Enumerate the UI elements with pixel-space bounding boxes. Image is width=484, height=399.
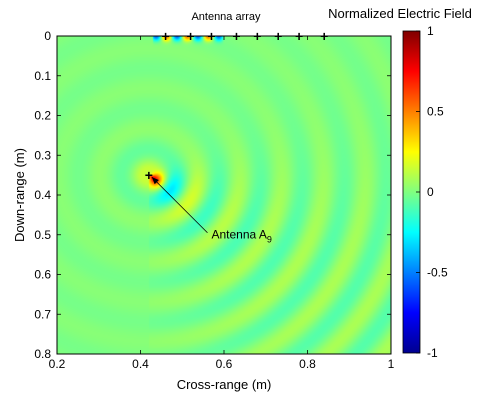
colorbar-tick-label: 0: [427, 185, 434, 199]
y-axis: 0 0.1 0.2 0.3 0.4 0.5 0.6 0.7 0.8: [34, 29, 391, 361]
colorbar-tick-label: -0.5: [427, 266, 448, 280]
heatmap-field: [57, 36, 391, 354]
x-tick-label: 0.4: [132, 357, 149, 371]
x-tick-label: 0.8: [299, 357, 316, 371]
colorbar-title: Normalized Electric Field: [328, 6, 472, 21]
x-axis: 0.2 0.4 0.6 0.8 1: [49, 36, 395, 371]
x-tick-label: 0.2: [49, 357, 66, 371]
y-tick-label: 0.4: [34, 188, 51, 202]
plot-area: 0.2 0.4 0.6 0.8 1 00.10.20.30.40.50.60.70.8 …: [34, 11, 394, 371]
antenna-element-marker: +: [274, 28, 282, 44]
annotation-arrowhead: [151, 177, 159, 185]
x-tick-label: 0.6: [216, 357, 233, 371]
colorbar: Normalized Electric Field 1 0.5 0 -0.5 -1: [328, 6, 472, 360]
y-axis-label: Down-range (m): [12, 148, 27, 242]
x-tick-label: 1: [388, 357, 395, 371]
y-tick-label: 0.8: [34, 347, 51, 361]
colorbar-tick-label: 1: [427, 24, 434, 38]
annotation-label-text: Antenna A: [211, 228, 266, 242]
source-marker: +: [145, 167, 153, 183]
antenna-element-marker: +: [253, 28, 261, 44]
y-tick-label: 0.3: [34, 148, 51, 162]
y-tick-label: 0.5: [34, 228, 51, 242]
y-tick-label: 0.7: [34, 307, 51, 321]
y-tick-label: 0.1: [34, 69, 51, 83]
antenna-element-marker: +: [295, 28, 303, 44]
antenna-element-marker: +: [320, 28, 328, 44]
colorbar-ticks: 1 0.5 0 -0.5 -1: [416, 24, 448, 360]
annotation-label: Antenna A9: [211, 228, 271, 245]
y-tick-label: 0: [44, 29, 51, 43]
source-annotation: + Antenna A9: [145, 167, 272, 245]
antenna-element-marker: +: [207, 28, 215, 44]
x-axis-label: Cross-range (m): [177, 377, 272, 392]
antenna-element-marker: +: [161, 28, 169, 44]
antenna-array-markers: + + + + + + + +: [161, 28, 328, 44]
antenna-element-marker: +: [187, 28, 195, 44]
colorbar-tick-label: 0.5: [427, 105, 444, 119]
array-label: Antenna array: [191, 11, 261, 23]
annotation-label-subscript: 9: [267, 235, 272, 245]
y-tick-label: 0.2: [34, 109, 51, 123]
antenna-element-marker: +: [232, 28, 240, 44]
colorbar-tick-label: -1: [427, 346, 438, 360]
annotation-arrow: [151, 176, 208, 234]
y-tick-label: 0.6: [34, 268, 51, 282]
